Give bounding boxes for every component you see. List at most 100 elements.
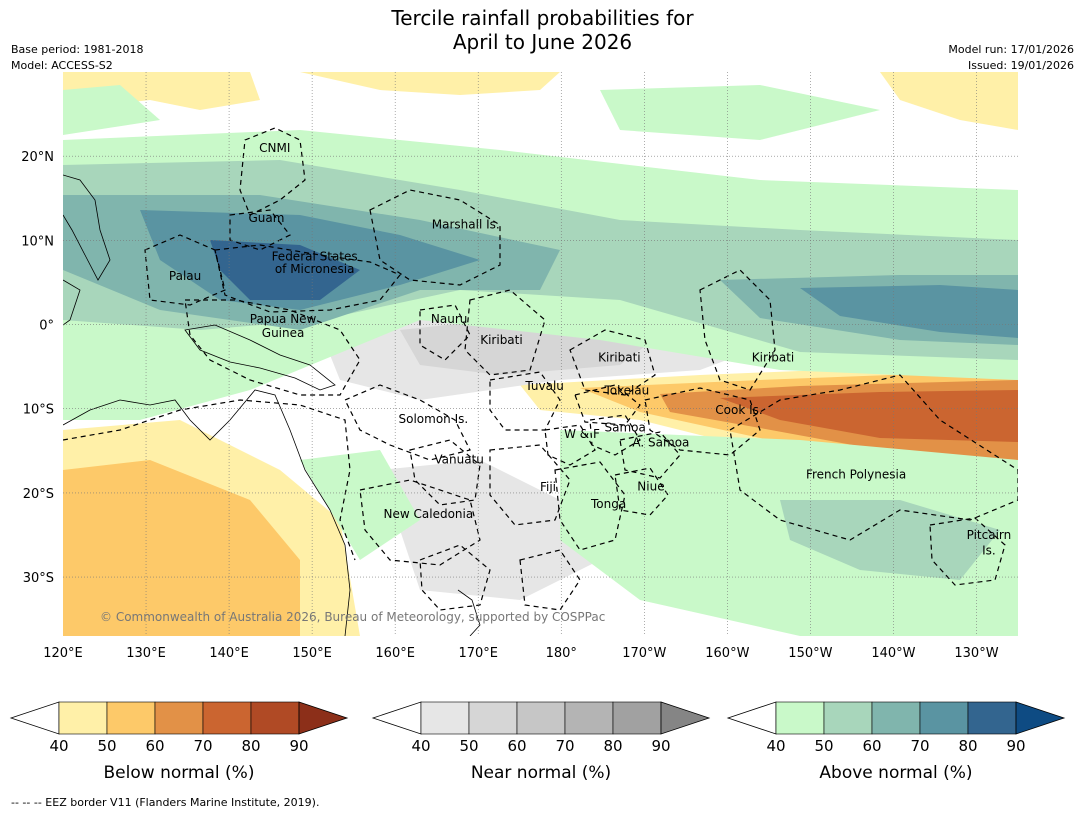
region-label: French Polynesia <box>806 468 906 482</box>
region-label: Niue <box>637 479 664 493</box>
colorbar-segment <box>775 701 825 735</box>
region-label: Pitcairn <box>967 528 1012 542</box>
colorbar-segment <box>250 701 300 735</box>
eez-border-cook-islands <box>644 387 761 456</box>
colorbar-extend-high <box>660 701 711 735</box>
colorbar-3: 40 50 60 70 80 90 Above normal (%) <box>726 701 1066 783</box>
eez-border-micronesia <box>214 244 401 313</box>
region-label: Palau <box>169 269 201 283</box>
region-label: Tonga <box>590 497 626 511</box>
eez-border-australia <box>63 399 356 561</box>
colorbar-tick-label: 70 <box>910 737 929 755</box>
eez-border-png <box>184 299 361 396</box>
colorbar-title: Below normal (%) <box>104 763 255 783</box>
eez-border-tokelau <box>574 384 641 426</box>
colorbar-tick-label: 70 <box>193 737 212 755</box>
longitude-tick-label: 160°W <box>705 646 749 661</box>
region-label: Papua New <box>250 312 317 326</box>
colorbar-segment <box>564 701 614 735</box>
coastline-borneo <box>63 279 81 326</box>
above-normal-region <box>780 500 1000 580</box>
eez-border-kermadec <box>519 549 581 611</box>
colorbar-tick-label: 90 <box>651 737 670 755</box>
region-label: Nauru <box>431 312 467 326</box>
colorbar-tick-label: 60 <box>145 737 164 755</box>
coastline-new-guinea <box>184 324 336 391</box>
eez-border-marshall <box>369 189 501 286</box>
colorbar-tick-label: 80 <box>603 737 622 755</box>
below-normal-region <box>63 460 300 636</box>
latitude-tick-label: 20°S <box>23 487 54 502</box>
region-label: Vanuatu <box>434 452 484 466</box>
colorbar-tick-label: 80 <box>958 737 977 755</box>
colorbar-segment <box>154 701 204 735</box>
eez-border-tonga <box>554 461 626 551</box>
below-normal-region <box>880 72 1018 130</box>
colorbar-segment <box>823 701 873 735</box>
eez-border-norfolk <box>419 544 491 611</box>
region-label: Solomon Is. <box>399 412 469 426</box>
eez-border-pitcairn <box>929 517 1006 586</box>
above-normal-region <box>63 85 160 135</box>
colorbar-extend-low <box>726 701 777 735</box>
colorbar-tick-label: 60 <box>507 737 526 755</box>
longitude-tick-label: 130°W <box>954 646 998 661</box>
colorbar-segment <box>420 701 470 735</box>
colorbar-extend-high <box>298 701 349 735</box>
colorbar-tick-label: 40 <box>766 737 785 755</box>
eez-border-niue <box>614 467 669 516</box>
eez-border-palau <box>144 234 226 306</box>
longitude-tick-label: 180° <box>546 646 577 661</box>
map-title-line2: April to June 2026 <box>452 30 633 54</box>
region-label: Is. <box>982 543 996 557</box>
longitude-tick-label: 150°E <box>292 646 332 661</box>
map-title-line1: Tercile rainfall probabilities for <box>391 6 694 30</box>
region-label: Marshall Is. <box>432 218 500 232</box>
eez-border-kiribati-phoenix <box>569 329 656 396</box>
longitude-tick-label: 150°W <box>788 646 832 661</box>
colorbar-tick-label: 40 <box>49 737 68 755</box>
colorbar-segment <box>106 701 156 735</box>
below-normal-region <box>720 390 1018 442</box>
colorbar-segment <box>919 701 969 735</box>
graticule <box>63 72 1018 636</box>
colorbar-tick-label: 90 <box>1006 737 1025 755</box>
colorbar-title: Above normal (%) <box>819 763 972 783</box>
region-label: Kiribati <box>480 333 522 347</box>
coastline-australia <box>63 389 351 636</box>
colorbar-segment <box>967 701 1017 735</box>
colorbar-tick-label: 90 <box>289 737 308 755</box>
colorbar-segment <box>202 701 252 735</box>
eez-borders <box>63 127 1018 611</box>
region-label: Samoa <box>605 420 646 434</box>
colorbar-extend-low <box>371 701 422 735</box>
above-normal-region <box>300 450 420 560</box>
eez-border-nauru <box>419 304 471 361</box>
latitude-tick-label: 10°N <box>21 234 54 249</box>
region-label: Fiji <box>540 480 556 494</box>
model-run: Model run: 17/01/2026 <box>948 43 1074 56</box>
longitude-tick-label: 140°E <box>209 646 249 661</box>
colorbar-segment <box>612 701 662 735</box>
eez-border-solomon <box>344 384 471 461</box>
legends: 40 50 60 70 80 90 Below normal (%) 40 50 60 70 80 90… <box>9 701 1066 783</box>
region-label: of Micronesia <box>275 262 355 276</box>
colorbar-tick-label: 50 <box>97 737 116 755</box>
colorbar-tick-label: 80 <box>241 737 260 755</box>
eez-border-samoa <box>589 414 641 456</box>
latitude-tick-label: 10°S <box>23 403 54 418</box>
region-label: Guinea <box>262 326 305 340</box>
colorbar-2: 40 50 60 70 80 90 Near normal (%) <box>371 701 711 783</box>
colorbar-extend-low <box>9 701 60 735</box>
region-label: Tuvalu <box>524 379 564 393</box>
colorbar-tick-label: 40 <box>411 737 430 755</box>
colorbar-1: 40 50 60 70 80 90 Below normal (%) <box>9 701 349 783</box>
eez-footnote: -- -- -- EEZ border V11 (Flanders Marine… <box>11 796 320 809</box>
meta-left: Base period: 1981-2018 Model: ACCESS-S2 <box>11 42 143 74</box>
colorbar-tick-label: 60 <box>862 737 881 755</box>
below-normal-region <box>300 72 560 95</box>
latitude-tick-label: 20°N <box>21 150 54 165</box>
longitude-tick-label: 170°E <box>458 646 498 661</box>
